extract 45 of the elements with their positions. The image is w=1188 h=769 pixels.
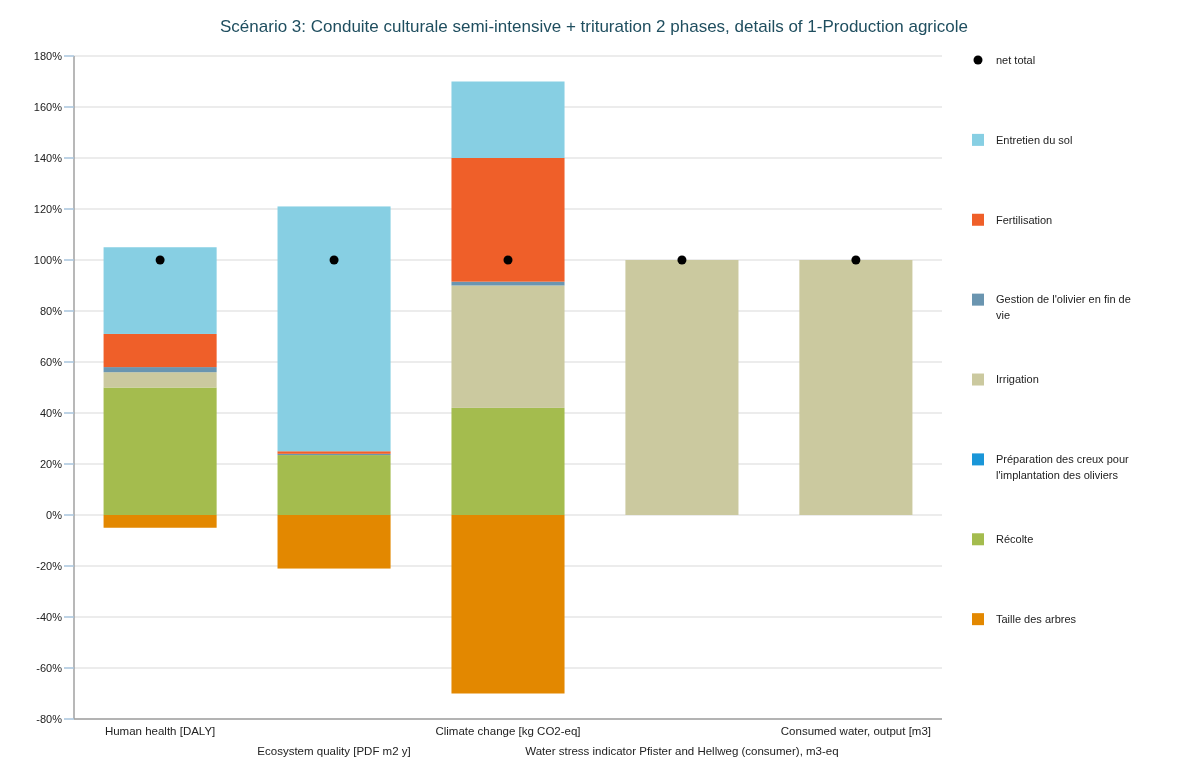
bar — [451, 285, 565, 408]
legend-label: Taille des arbres — [996, 613, 1077, 626]
legend-label: Entretien du sol — [996, 133, 1073, 146]
bar — [277, 206, 391, 452]
legend-label: Irrigation — [996, 373, 1039, 386]
x-tick-label: Ecosystem quality [PDF m2 y] — [257, 745, 411, 757]
bar — [799, 260, 913, 515]
y-tick-label: 0% — [46, 508, 63, 521]
legend-label: Récolte — [996, 533, 1034, 546]
x-tick-label: Human health [DALY] — [104, 725, 216, 737]
x-tick-label: Consumed water, output [m3] — [780, 725, 932, 737]
bar — [103, 387, 217, 515]
bar — [451, 158, 565, 282]
bar — [103, 333, 217, 368]
y-tick-label: 180% — [33, 49, 63, 62]
bar — [451, 407, 565, 515]
bar — [277, 455, 391, 515]
y-tick-label: -40% — [36, 610, 63, 623]
y-tick-label: -80% — [36, 712, 63, 725]
legend-label: net total — [996, 53, 1036, 66]
y-tick-label: -20% — [36, 559, 63, 572]
bar — [625, 260, 739, 515]
bar — [451, 515, 565, 694]
bar — [103, 367, 217, 373]
y-tick-label: 60% — [39, 355, 63, 368]
bar — [103, 372, 217, 388]
y-tick-label: 80% — [39, 304, 63, 317]
y-tick-label: 20% — [39, 457, 63, 470]
y-tick-label: 100% — [33, 253, 63, 266]
x-tick-label: Climate change [kg CO2-eq] — [435, 725, 581, 737]
legend-label: Préparation des creux pour l'implantation des oliviers — [996, 453, 1130, 482]
bar — [103, 247, 217, 334]
bar — [451, 281, 565, 286]
x-tick-label: Water stress indicator Pfister and Hellweg (consumer), m3-eq — [525, 745, 839, 757]
chart-title: Scénario 3: Conduite culturale semi-intensive + trituration 2 phases, details of 1-Production agricole — [220, 17, 968, 36]
y-tick-label: 40% — [39, 406, 63, 419]
y-tick-label: 120% — [33, 202, 63, 215]
legend-label: Gestion de l'olivier en fin de vie — [996, 293, 1131, 322]
y-tick-label: 160% — [33, 100, 63, 113]
y-tick-label: -60% — [36, 661, 63, 674]
y-tick-label: 140% — [33, 151, 63, 164]
bar — [451, 81, 565, 158]
legend-label: Fertilisation — [996, 213, 1053, 226]
bar — [277, 515, 391, 569]
bar — [103, 515, 217, 528]
